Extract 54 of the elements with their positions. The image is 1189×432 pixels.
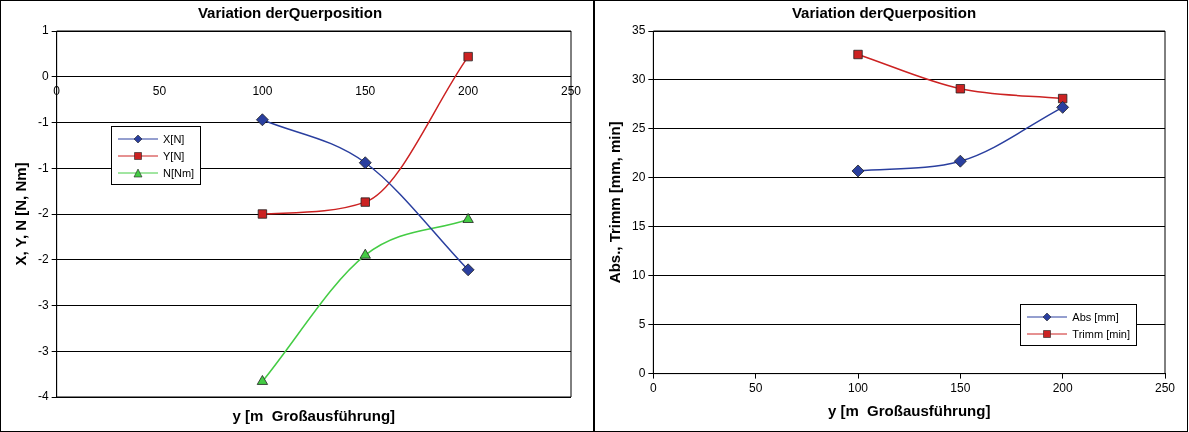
y-tick-label: 10 xyxy=(631,268,646,283)
chart-title: Variation derQuerposition xyxy=(197,4,383,22)
point xyxy=(461,263,475,277)
point xyxy=(853,49,863,60)
x-tick-label: 250 xyxy=(560,84,582,99)
legend-label: N[Nm] xyxy=(163,166,195,179)
point xyxy=(1058,93,1068,104)
y-tick-label: 0 xyxy=(638,365,646,380)
y-tick-label: -3 xyxy=(38,343,49,358)
x-tick-label: 50 xyxy=(749,381,763,396)
x-tick-label: 150 xyxy=(355,84,376,99)
y-axis-title: Abs., Trimm [mm, min] xyxy=(606,121,624,284)
x-tick-label: 100 xyxy=(847,381,869,396)
y-tick-label: -4 xyxy=(38,389,49,404)
y-tick-label: -2 xyxy=(38,206,49,221)
point xyxy=(851,164,865,178)
x-tick-label: 0 xyxy=(650,381,657,396)
point xyxy=(255,113,269,127)
point xyxy=(358,156,372,170)
y-tick-label: -1 xyxy=(38,160,49,175)
y-tick-label: -3 xyxy=(38,297,49,312)
y-tick-label: 15 xyxy=(631,219,646,234)
legend-label: Trimm [min] xyxy=(1072,327,1130,340)
point xyxy=(257,209,268,219)
y-tick-label: 20 xyxy=(631,170,646,185)
legend-label: Y[N] xyxy=(163,149,185,162)
point xyxy=(1056,100,1070,114)
legend-label: Abs [mm] xyxy=(1072,310,1119,323)
y-tick-label: -1 xyxy=(38,114,49,129)
x-tick-label: 250 xyxy=(1154,381,1176,396)
y-tick-label: 1 xyxy=(41,23,49,38)
legend-label: X[N] xyxy=(163,132,185,145)
x-tick-label: 150 xyxy=(950,381,971,396)
y-tick-label: 0 xyxy=(41,69,49,84)
point xyxy=(953,154,967,168)
y-tick-label: 30 xyxy=(631,72,646,87)
x-tick-label: 200 xyxy=(1052,381,1073,396)
x-tick-label: 200 xyxy=(458,84,479,99)
x-axis-title: y [m Großausführung] xyxy=(827,402,991,420)
point xyxy=(463,51,473,62)
y-tick-label: -2 xyxy=(38,252,49,267)
y-tick-label: 25 xyxy=(631,121,646,136)
y-tick-label: 35 xyxy=(631,23,646,38)
point xyxy=(359,248,371,259)
y-axis-title: X, Y, N [N, Nm] xyxy=(12,162,30,266)
point xyxy=(462,213,474,223)
point xyxy=(360,197,370,207)
point xyxy=(256,375,268,385)
x-axis-title: y [m Großausführung] xyxy=(232,407,396,425)
y-tick-label: 5 xyxy=(638,316,646,331)
chart-title: Variation derQuerposition xyxy=(791,4,977,22)
point xyxy=(955,84,965,94)
x-tick-label: 100 xyxy=(252,84,273,99)
x-tick-label: 50 xyxy=(152,84,167,99)
